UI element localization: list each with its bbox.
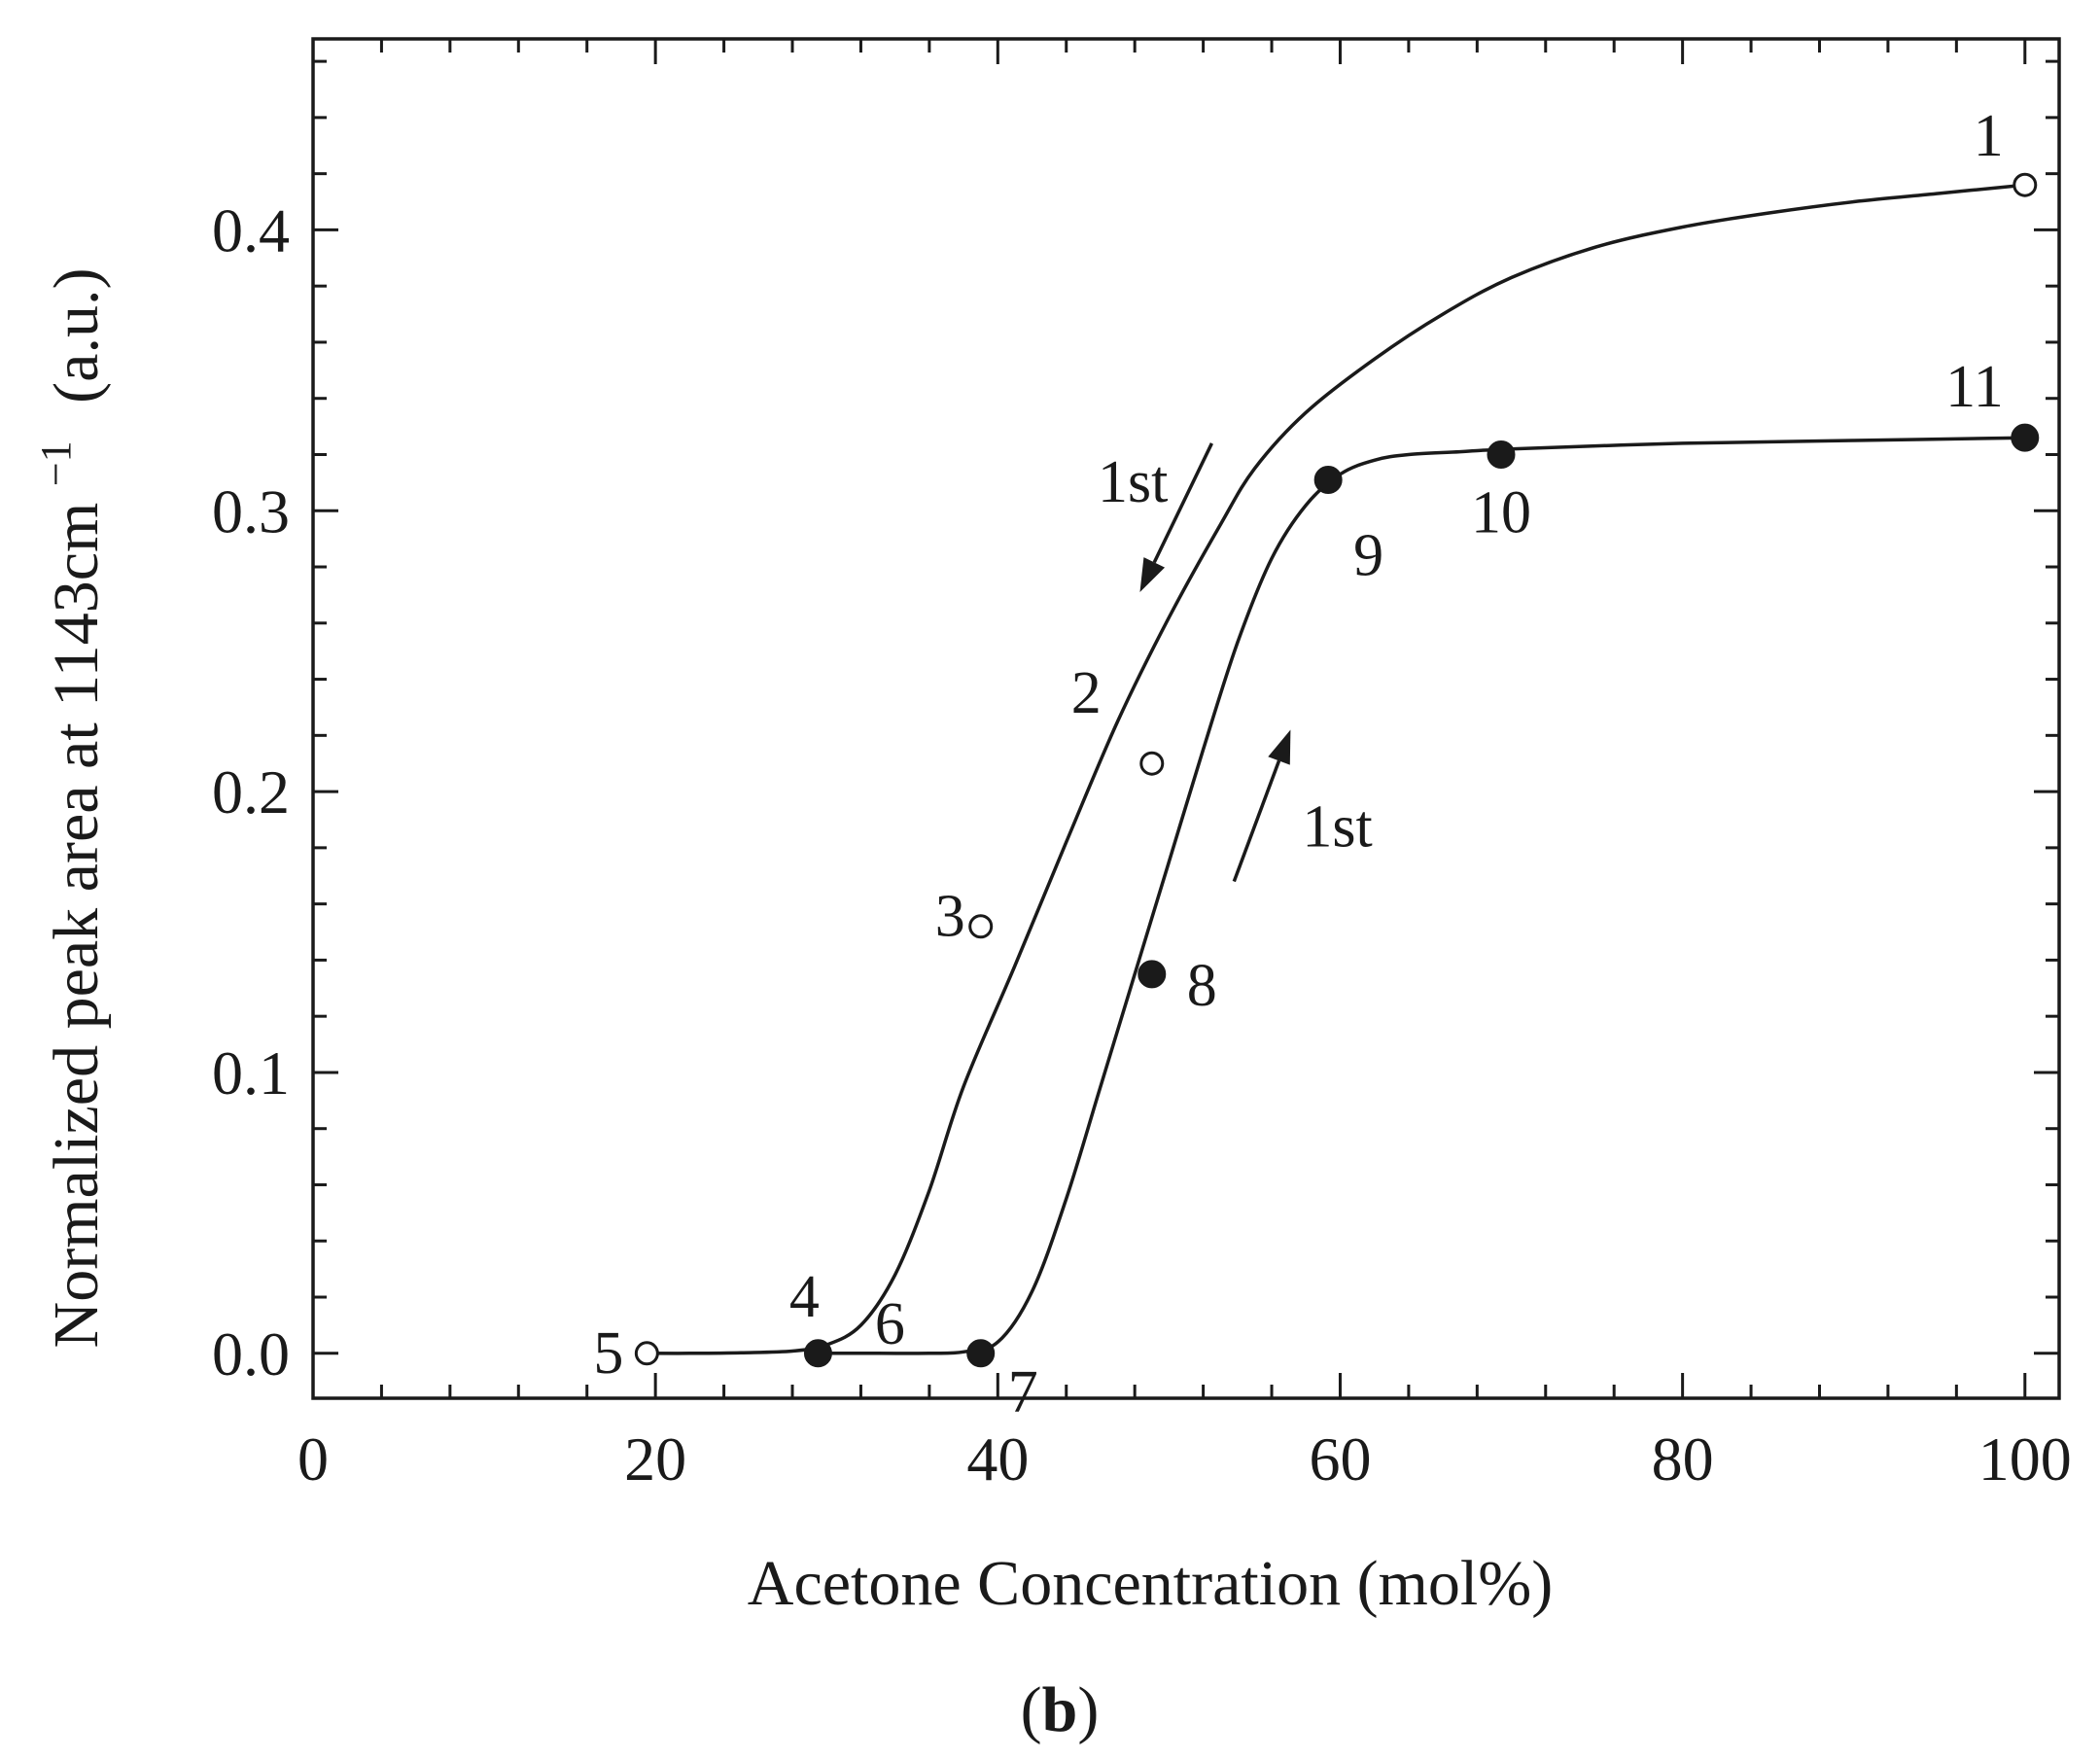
x-tick-label: 60: [1309, 1424, 1371, 1494]
data-markers: [634, 172, 2040, 1368]
y-tick-label: 0.2: [212, 757, 290, 826]
plot-frame: [311, 37, 2061, 1400]
x-tick-label: 100: [1978, 1424, 2072, 1494]
data-point-filled: [1313, 465, 1343, 494]
panel-label-close: ): [1077, 1674, 1099, 1745]
point-label: 11: [1945, 354, 2004, 420]
annotation-arrow-shaft: [1152, 442, 1213, 564]
annotation-arrow-head: [1139, 557, 1166, 593]
annotations: 1st 1st: [1098, 442, 1373, 883]
y-axis-title: Normalized peak area at 1143cm −1 (a.u.): [14, 268, 112, 1349]
data-point-filled: [966, 1339, 996, 1368]
fit-curves: [647, 183, 2025, 1355]
point-label: 5: [593, 1320, 623, 1387]
data-point-filled: [2011, 423, 2040, 452]
point-label: 1: [1974, 103, 2004, 169]
data-point-filled: [803, 1339, 832, 1368]
point-label: 10: [1471, 479, 1531, 545]
data-point-open: [1139, 751, 1165, 776]
data-point-open: [968, 914, 994, 939]
y-tick-label: 0.1: [212, 1038, 290, 1108]
panel-label: (b): [1021, 1674, 1100, 1745]
panel-label-letter: b: [1042, 1674, 1078, 1745]
fit-curve-filled: [818, 436, 2025, 1355]
y-tick-label: 0.0: [212, 1319, 290, 1389]
y-tick-label: 0.4: [212, 195, 290, 264]
data-point-filled: [1138, 960, 1167, 989]
data-point-open: [634, 1341, 659, 1366]
axis-ticks: [311, 39, 2059, 1398]
point-label: 8: [1187, 953, 1217, 1019]
x-tick-label: 20: [624, 1424, 686, 1494]
x-tick-label: 40: [966, 1424, 1029, 1494]
point-label: 7: [1008, 1359, 1038, 1425]
x-tick-label: 0: [298, 1424, 329, 1494]
point-label: 6: [875, 1291, 905, 1357]
annotation-label: 1st: [1098, 449, 1168, 515]
y-axis-title-main: Normalized peak area at 1143cm: [41, 503, 112, 1349]
axis-tick-labels: 0 20 40 60 80 100 0.0 0.1 0.2 0.3 0.4: [212, 195, 2072, 1494]
point-labels: 1 2 3 5 4 7 8 9 10 11 6: [593, 103, 2003, 1425]
point-label: 3: [935, 884, 965, 950]
annotation-label: 1st: [1302, 794, 1372, 861]
x-axis-title: Acetone Concentration (mol%): [748, 1548, 1553, 1619]
point-label: 9: [1353, 522, 1383, 588]
fit-curve-open: [647, 183, 2025, 1355]
panel-label-open: (: [1021, 1674, 1042, 1745]
annotation-arrow-head: [1268, 729, 1291, 765]
data-point-filled: [1487, 440, 1516, 469]
x-tick-label: 80: [1652, 1424, 1714, 1494]
point-label: 2: [1071, 660, 1102, 726]
data-point-open: [2012, 172, 2038, 197]
annotation-arrow-shaft: [1232, 759, 1281, 883]
y-axis-title-unit: (a.u.): [41, 268, 112, 404]
y-axis-title-superscript: −1: [32, 440, 80, 486]
point-label: 4: [789, 1264, 820, 1330]
y-tick-label: 0.3: [212, 476, 290, 545]
